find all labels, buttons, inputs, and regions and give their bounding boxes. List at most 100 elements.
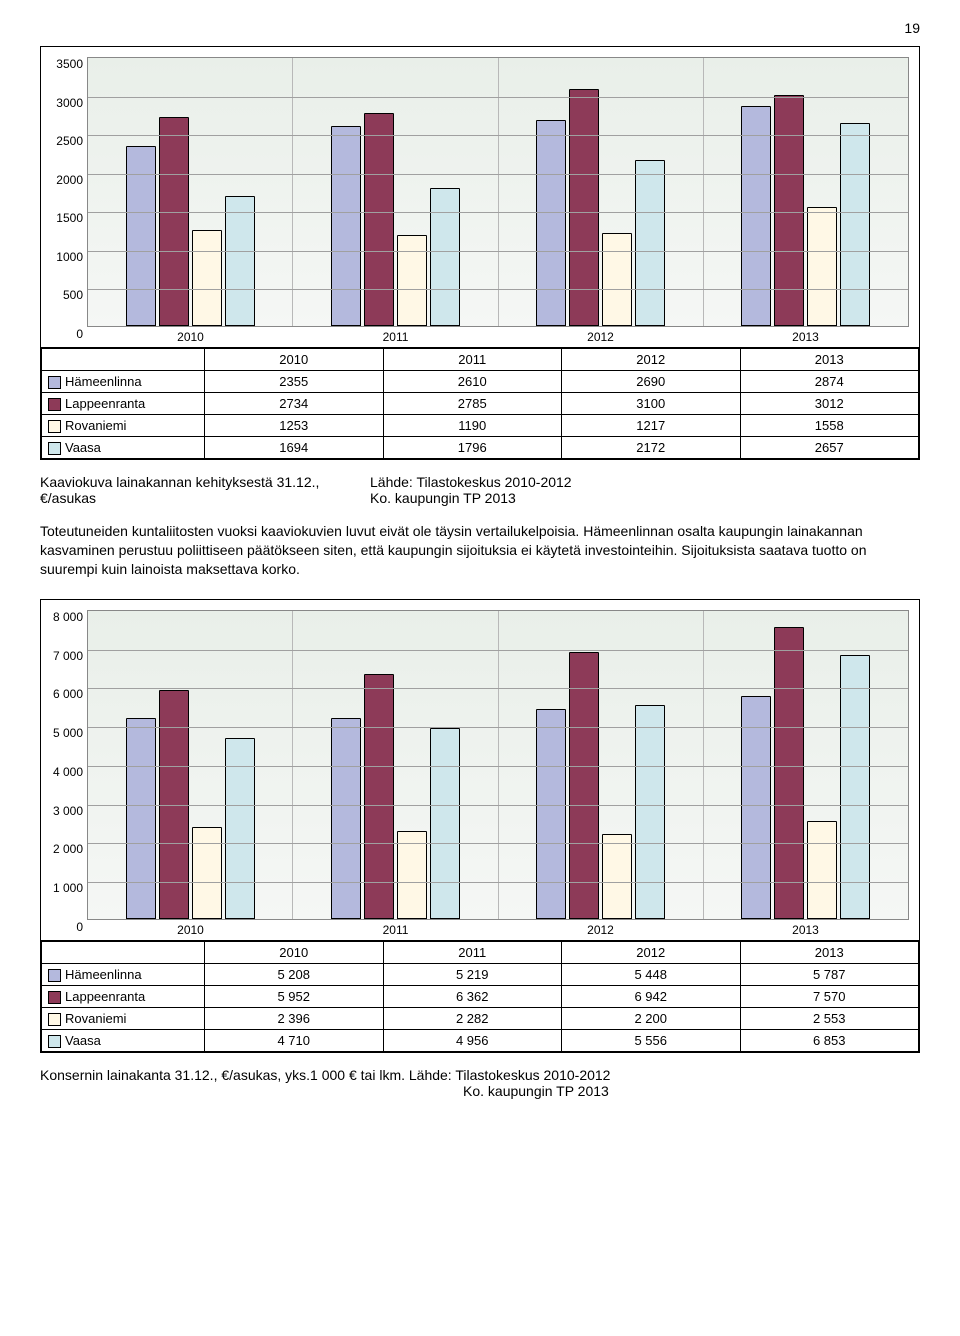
table-cell: 2172 — [562, 437, 741, 459]
chart1-plot-inner: 2010201120122013 — [87, 57, 909, 327]
chart1-area: 0500100015002000250030003500 20102011201… — [41, 47, 919, 348]
xgroup — [704, 611, 908, 919]
xgroup — [499, 58, 704, 326]
y-tick: 6 000 — [53, 687, 83, 701]
table-row: Hämeenlinna2355261026902874 — [42, 371, 919, 393]
legend-swatch — [48, 420, 61, 433]
table-cell: 2 282 — [383, 1008, 562, 1030]
bar — [807, 821, 837, 919]
bar — [602, 233, 632, 326]
chart2-plot-inner: 2010201120122013 — [87, 610, 909, 920]
bar — [741, 696, 771, 919]
table-cell: 6 942 — [562, 985, 741, 1007]
legend-swatch — [48, 991, 61, 1004]
caption1-right: Lähde: Tilastokeskus 2010-2012 Ko. kaupu… — [370, 474, 920, 506]
series-label: Rovaniemi — [65, 1011, 126, 1026]
table-header-cell: 2012 — [562, 349, 741, 371]
table-cell: 5 448 — [562, 963, 741, 985]
table-header-cell: 2013 — [740, 349, 919, 371]
gridline — [88, 174, 908, 175]
bar — [569, 652, 599, 919]
y-tick: 3000 — [56, 96, 83, 110]
xgroup — [704, 58, 908, 326]
table-cell: 3100 — [562, 393, 741, 415]
table-cell: 1694 — [205, 437, 384, 459]
chart1-plot: 2010201120122013 — [87, 57, 909, 327]
table-row: Lappeenranta2734278531003012 — [42, 393, 919, 415]
series-label-cell: Vaasa — [42, 437, 205, 459]
table-header-cell: 2011 — [383, 941, 562, 963]
table-cell: 1253 — [205, 415, 384, 437]
table-cell: 1217 — [562, 415, 741, 437]
table-row: Rovaniemi1253119012171558 — [42, 415, 919, 437]
chart1-block: 0500100015002000250030003500 20102011201… — [40, 46, 920, 460]
xgroup — [88, 611, 293, 919]
y-tick: 3500 — [56, 57, 83, 71]
gridline — [88, 766, 908, 767]
table-header-row: 2010201120122013 — [42, 349, 919, 371]
xlabel: 2011 — [293, 330, 498, 344]
gridline — [88, 727, 908, 728]
chart2-block: 01 0002 0003 0004 0005 0006 0007 0008 00… — [40, 599, 920, 1053]
table-cell: 2734 — [205, 393, 384, 415]
table-cell: 2 553 — [740, 1008, 919, 1030]
bar — [225, 196, 255, 326]
bar — [126, 718, 156, 919]
chart2-xlabels: 2010201120122013 — [88, 923, 908, 937]
bar — [225, 738, 255, 919]
series-label: Hämeenlinna — [65, 374, 142, 389]
table-cell: 1796 — [383, 437, 562, 459]
table-cell: 5 787 — [740, 963, 919, 985]
y-tick: 1000 — [56, 250, 83, 264]
y-tick: 2500 — [56, 134, 83, 148]
chart1-xgroups — [88, 58, 908, 326]
table-cell: 2 396 — [205, 1008, 384, 1030]
bar — [635, 705, 665, 919]
bar — [774, 95, 804, 326]
bar — [536, 709, 566, 919]
bar — [364, 113, 394, 326]
page: 19 0500100015002000250030003500 20102011… — [0, 0, 960, 1139]
legend-swatch — [48, 969, 61, 982]
y-tick: 500 — [63, 288, 83, 302]
bar — [536, 120, 566, 326]
table-cell: 1190 — [383, 415, 562, 437]
bottom-caption-line2: Ko. kaupungin TP 2013 — [463, 1083, 920, 1099]
table-cell: 6 853 — [740, 1030, 919, 1052]
table-header-cell: 2010 — [205, 941, 384, 963]
bar — [840, 123, 870, 326]
bar — [331, 126, 361, 326]
table-row: Lappeenranta5 9526 3626 9427 570 — [42, 985, 919, 1007]
xgroup — [499, 611, 704, 919]
caption1-right-line2: Ko. kaupungin TP 2013 — [370, 490, 920, 506]
bar — [430, 188, 460, 326]
table-cell: 4 956 — [383, 1030, 562, 1052]
y-tick: 2 000 — [53, 842, 83, 856]
table-cell: 2874 — [740, 371, 919, 393]
body-paragraph: Toteutuneiden kuntaliitosten vuoksi kaav… — [40, 522, 920, 579]
series-label-cell: Rovaniemi — [42, 1008, 205, 1030]
bar — [192, 827, 222, 919]
table-cell: 5 219 — [383, 963, 562, 985]
xgroup — [293, 611, 498, 919]
table-cell: 2355 — [205, 371, 384, 393]
xlabel: 2012 — [498, 923, 703, 937]
table-header-row: 2010201120122013 — [42, 941, 919, 963]
bar — [430, 728, 460, 919]
legend-swatch — [48, 398, 61, 411]
xlabel: 2013 — [703, 330, 908, 344]
gridline — [88, 97, 908, 98]
series-label: Rovaniemi — [65, 418, 126, 433]
xgroup — [293, 58, 498, 326]
series-label: Vaasa — [65, 440, 101, 455]
table-row: Vaasa4 7104 9565 5566 853 — [42, 1030, 919, 1052]
bar — [741, 106, 771, 326]
table-header-cell: 2011 — [383, 349, 562, 371]
y-tick: 7 000 — [53, 649, 83, 663]
table-row: Rovaniemi2 3962 2822 2002 553 — [42, 1008, 919, 1030]
series-label-cell: Lappeenranta — [42, 393, 205, 415]
bottom-caption: Konsernin lainakanta 31.12., €/asukas, y… — [40, 1067, 920, 1099]
legend-swatch — [48, 442, 61, 455]
bar — [331, 718, 361, 919]
gridline — [88, 805, 908, 806]
